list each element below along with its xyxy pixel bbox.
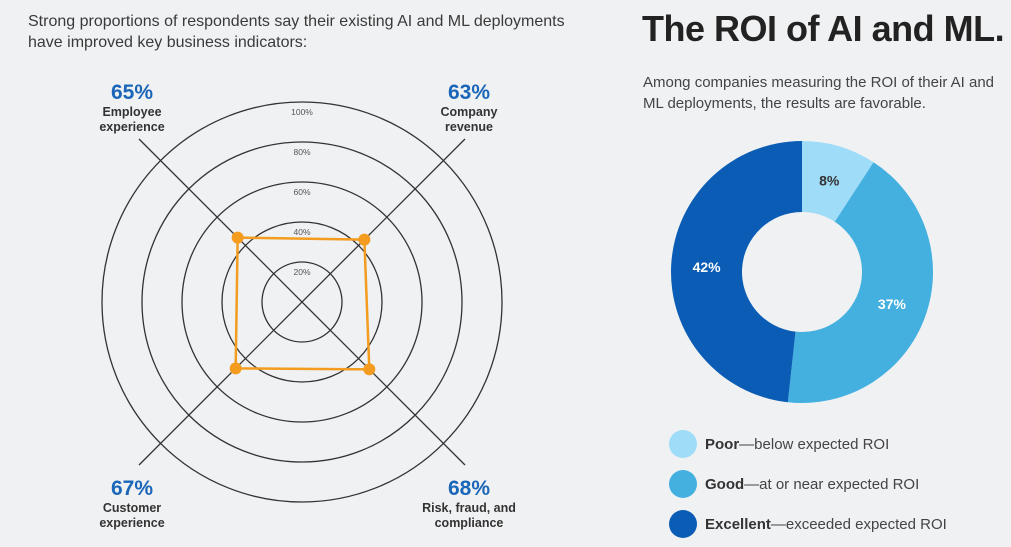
value-label: 67%: [110, 477, 154, 500]
legend-desc: —exceeded expected ROI: [770, 515, 947, 533]
tick-label: 20%: [293, 267, 310, 277]
grid-circle: [181, 181, 423, 423]
value-label: 65%: [110, 81, 154, 104]
subtitle: Among companies measuring the ROI of the…: [643, 74, 995, 112]
axis-line: [138, 138, 466, 466]
donut-slice-good: [787, 162, 933, 404]
value-label: 63%: [447, 81, 491, 104]
legend-key: Poor: [705, 435, 740, 453]
legend-key: Excellent: [705, 515, 771, 533]
legend: Poor—below expected ROI Good—at or near …: [669, 424, 947, 544]
legend-item-poor: Poor—below expected ROI: [669, 424, 947, 464]
legend-swatch: [669, 430, 697, 458]
legend-swatch: [669, 470, 697, 498]
legend-item-excellent: Excellent—exceeded expected ROI: [669, 504, 947, 544]
tick-label: 80%: [293, 147, 310, 157]
tick-label: 60%: [293, 187, 310, 197]
slice-label: 37%: [878, 296, 907, 312]
tick-label: 100%: [291, 107, 313, 117]
category-label: Company revenue: [440, 105, 498, 134]
donut-slice-excellent: [671, 141, 802, 403]
tick-label: 40%: [293, 227, 310, 237]
legend-item-good: Good—at or near expected ROI: [669, 464, 947, 504]
grid-circle: [141, 141, 463, 463]
legend-key: Good: [705, 475, 745, 493]
legend-desc: —at or near expected ROI: [744, 475, 920, 493]
data-point: [358, 233, 371, 246]
legend-swatch: [669, 510, 697, 538]
radar-chart: 20% 40% 60% 80% 100%: [101, 101, 503, 503]
grid-circle: [101, 101, 503, 503]
grid-circle: [261, 261, 343, 343]
intro-text: Strong proportions of respondents say th…: [28, 13, 565, 51]
data-point: [363, 363, 376, 376]
label-customer-experience: 67% Customer experience: [52, 477, 212, 531]
slice-label: 8%: [819, 172, 840, 188]
page-title: The ROI of AI and ML.: [642, 8, 1005, 49]
category-label: Employee experience: [99, 105, 165, 134]
grid-circle: [221, 221, 383, 383]
data-point: [229, 362, 242, 375]
label-risk-fraud-compliance: 68% Risk, fraud, and compliance: [389, 477, 549, 531]
value-label: 68%: [447, 477, 491, 500]
category-label: Customer experience: [99, 501, 165, 530]
category-label: Risk, fraud, and compliance: [422, 501, 516, 530]
slice-label: 42%: [693, 259, 722, 275]
legend-desc: —below expected ROI: [739, 435, 890, 453]
donut-slice-poor: [802, 141, 874, 222]
data-point: [231, 231, 244, 244]
label-employee-experience: 65% Employee experience: [52, 81, 212, 135]
label-company-revenue: 63% Company revenue: [389, 81, 549, 135]
